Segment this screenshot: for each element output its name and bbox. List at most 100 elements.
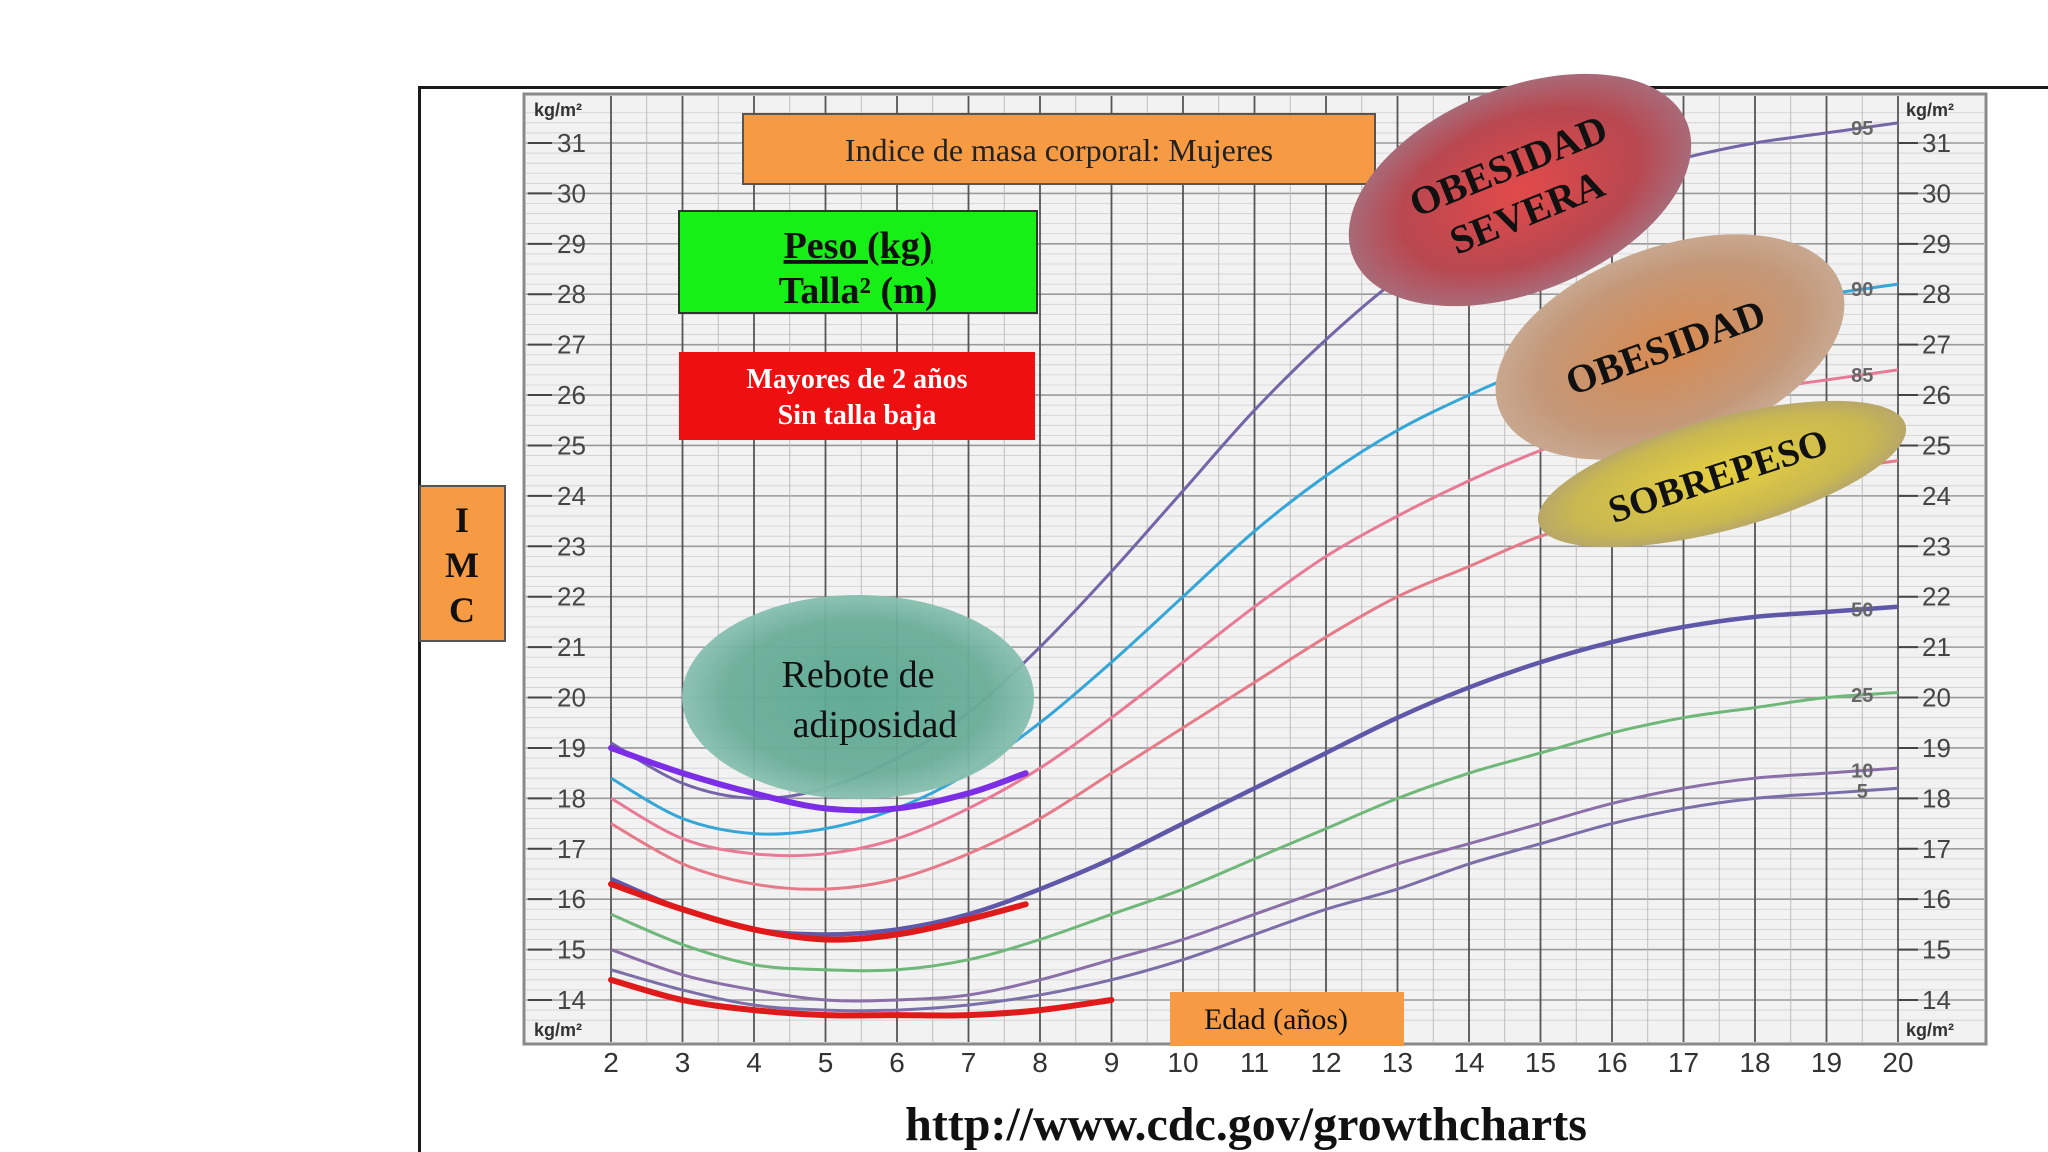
x-tick-label: 17 [1668,1047,1699,1078]
series-label-p5: 5 [1857,781,1868,803]
x-tick-label: 12 [1310,1047,1341,1078]
x-tick-label: 8 [1032,1047,1048,1078]
series-label-p85: 85 [1851,365,1873,387]
y-tick-label: 26 [1922,380,1951,410]
unit-label-bottom-left: kg/m² [534,1020,582,1040]
obesidad-region [1495,234,1845,460]
y-tick-label: 27 [557,330,586,360]
y-tick-label: 30 [557,178,586,208]
x-tick-label: 20 [1882,1047,1913,1078]
y-tick-label: 16 [1922,884,1951,914]
note-line-1: Mayores de 2 años [746,364,967,395]
y-tick-label: 15 [557,935,586,965]
y-tick-label: 28 [1922,279,1951,309]
unit-label-top-right: kg/m² [1906,100,1954,120]
x-tick-label: 4 [746,1047,762,1078]
y-tick-label: 18 [1922,783,1951,813]
y-tick-label: 29 [1922,229,1951,259]
formula-denominator: Talla² (m) [779,270,938,312]
ylabel-letter-2: M [445,545,479,585]
x-tick-label: 2 [603,1047,619,1078]
y-tick-labels-right: 14 15 16 17 18 19 20 21 22 23 24 25 26 27 28 29 30 31 [1898,128,1951,1015]
x-tick-label: 6 [889,1047,905,1078]
source-url[interactable]: http://www.cdc.gov/growthcharts [905,1098,1587,1151]
y-tick-label: 15 [1922,935,1951,965]
y-tick-label: 22 [1922,582,1951,612]
ylabel-box [419,485,506,642]
series-label-p90: 90 [1851,279,1873,301]
obesidad-severa-region [1348,73,1692,307]
series-label-p25: 25 [1851,685,1873,707]
series-line-p10 [610,766,1899,1003]
y-tick-label: 19 [557,733,586,763]
y-tick-label: 26 [557,380,586,410]
x-tick-label: 10 [1167,1047,1198,1078]
sobrepeso-region [1537,400,1907,548]
ylabel-letter-1: I [455,500,469,540]
y-tick-label: 23 [557,531,586,561]
y-tick-label: 25 [1922,430,1951,460]
series-line-p50 [610,604,1899,937]
slide-top-border [419,86,2048,89]
y-tick-label: 17 [557,834,586,864]
x-tick-label: 19 [1811,1047,1842,1078]
y-tick-label: 19 [1922,733,1951,763]
annotation-rebote: Rebote de adiposidad [781,654,957,746]
note-box [679,352,1035,440]
title-box [742,113,1376,185]
y-tick-label: 14 [1922,985,1951,1015]
y-tick-label: 27 [1922,330,1951,360]
y-tick-label: 31 [557,128,586,158]
x-tick-label: 11 [1240,1047,1269,1078]
formula-box [678,210,1038,314]
y-tick-label: 25 [557,430,586,460]
series-label-p50: 50 [1851,599,1873,621]
y-tick-label: 20 [557,683,586,713]
highlight-curve-1 [608,744,1029,814]
y-tick-label: 31 [1922,128,1951,158]
note-line-2: Sin talla baja [778,400,937,431]
y-tick-label: 22 [557,582,586,612]
y-tick-label: 16 [557,884,586,914]
y-tick-label: 18 [557,783,586,813]
formula-numerator: Peso (kg) [784,225,933,267]
y-tick-label: 24 [1922,481,1951,511]
xlabel-box [1170,992,1404,1046]
series-label-p95: 95 [1851,118,1873,140]
unit-label-top-left: kg/m² [534,100,582,120]
y-tick-labels-left: 14 15 16 17 18 19 20 21 22 23 24 25 26 27 28 29 30 31 [528,128,586,1015]
x-tick-label: 5 [818,1047,834,1078]
y-tick-label: 21 [557,632,586,662]
y-tick-label: 20 [1922,683,1951,713]
series-line-p5 [610,786,1899,1013]
y-tick-label: 21 [1922,632,1951,662]
series-line-p25 [610,690,1899,973]
y-tick-label: 17 [1922,834,1951,864]
x-tick-label: 13 [1382,1047,1413,1078]
highlight-curve-2 [608,881,1029,943]
chart-title: Indice de masa corporal: Mujeres [845,132,1273,168]
y-tick-label: 24 [557,481,586,511]
highlight-curve-3 [608,976,1115,1019]
series-label-p10: 10 [1851,761,1873,783]
x-tick-label: 18 [1739,1047,1770,1078]
y-tick-label: 14 [557,985,586,1015]
x-tick-label: 9 [1104,1047,1120,1078]
highlight-curves [608,744,1115,1019]
y-tick-label: 23 [1922,531,1951,561]
y-tick-label: 29 [557,229,586,259]
y-tick-label: 30 [1922,178,1951,208]
unit-label-bottom-right: kg/m² [1906,1020,1954,1040]
x-tick-labels: 2 3 4 5 6 7 8 9 10 11 12 13 14 15 16 17 18 19 20 [603,1047,1913,1078]
x-tick-label: 15 [1525,1047,1556,1078]
ylabel-letter-3: C [449,590,475,630]
xlabel: Edad (años) [1204,1003,1348,1036]
y-tick-label: 28 [557,279,586,309]
rebote-region [682,595,1034,799]
x-tick-label: 7 [961,1047,977,1078]
x-tick-label: 3 [675,1047,691,1078]
x-tick-label: 16 [1596,1047,1627,1078]
x-tick-label: 14 [1453,1047,1484,1078]
